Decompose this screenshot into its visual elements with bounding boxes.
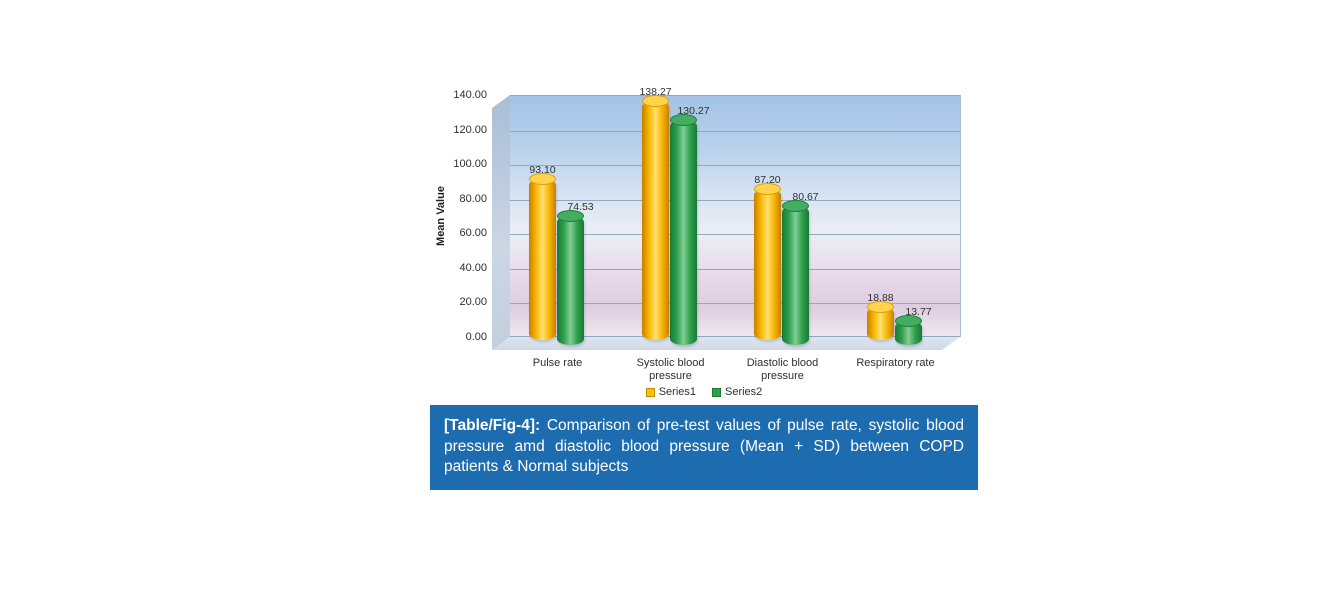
x-category-label: Pulse rate — [532, 357, 583, 369]
legend-label: Series1 — [658, 386, 696, 398]
gridline — [510, 131, 960, 132]
chart: 140.00 120.00 100.00 80.00 60.00 40.00 20.00 0.… — [430, 8, 978, 405]
chart-right-edge — [960, 95, 961, 337]
cylinder-cap — [529, 173, 556, 185]
cylinder-bar — [895, 315, 922, 345]
legend-item: Series1 — [645, 386, 696, 398]
x-category-label: Systolic blood pressure — [636, 357, 705, 382]
caption-paragraph: [Table/Fig-4]: Comparison of pre-test va… — [444, 416, 964, 478]
cylinder-bar — [529, 173, 556, 340]
gridline — [510, 303, 960, 304]
legend-item: Series2 — [712, 386, 762, 398]
chart-left-wall — [492, 95, 510, 350]
cylinder-cap — [670, 114, 697, 126]
cylinder-bar — [782, 200, 809, 345]
cylinder-cap — [642, 95, 669, 107]
gridline — [510, 165, 960, 166]
figure-caption: [Table/Fig-4]: Comparison of pre-test va… — [430, 405, 978, 490]
bar-value-label: 93.10 — [529, 164, 556, 176]
y-tick-label: 140.00 — [453, 89, 487, 101]
y-tick-label: 0.00 — [465, 331, 487, 343]
bar-value-label: 138.27 — [639, 86, 672, 98]
legend-swatch — [645, 387, 655, 397]
y-axis-title: Mean Value — [435, 186, 447, 246]
legend-swatch — [712, 387, 721, 397]
x-category-label: Respiratory rate — [856, 357, 935, 369]
cylinder-cap — [782, 200, 809, 212]
y-tick-label: 60.00 — [459, 227, 487, 239]
cylinder-bar — [670, 114, 697, 345]
y-tick-label: 80.00 — [459, 193, 487, 205]
legend: Series1 Series2 — [430, 386, 978, 398]
bar-value-label: 80.67 — [792, 191, 819, 203]
cylinder-cap — [895, 315, 922, 327]
y-tick-label: 20.00 — [459, 296, 487, 308]
cylinder-bar — [867, 301, 894, 340]
bar-value-label: 13.77 — [905, 306, 932, 318]
x-category-label: Diastolic blood pressure — [746, 357, 819, 382]
chart-back-wall — [510, 95, 960, 337]
caption-label: [Table/Fig-4]: — [444, 417, 541, 434]
cylinder-cap — [867, 301, 894, 313]
gridline — [510, 234, 960, 235]
bar-value-label: 18.88 — [867, 292, 894, 304]
y-tick-label: 120.00 — [453, 124, 487, 136]
y-tick-label: 100.00 — [453, 158, 487, 170]
figure: 140.00 120.00 100.00 80.00 60.00 40.00 20.00 0.… — [430, 8, 978, 490]
y-tick-label: 40.00 — [459, 262, 487, 274]
bar-value-label: 74.53 — [567, 201, 594, 213]
cylinder-cap — [557, 210, 584, 222]
legend-label: Series2 — [725, 386, 763, 398]
gridline — [510, 269, 960, 270]
bar-value-label: 130.27 — [677, 105, 710, 117]
caption-text: Comparison of pre-test values of pulse r… — [444, 417, 964, 475]
cylinder-bar — [642, 95, 669, 340]
chart-floor — [492, 337, 960, 350]
cylinder-bar — [754, 183, 781, 340]
cylinder-bar — [557, 210, 584, 345]
gridline — [510, 200, 960, 201]
cylinder-cap — [754, 183, 781, 195]
bar-value-label: 87.20 — [754, 174, 781, 186]
